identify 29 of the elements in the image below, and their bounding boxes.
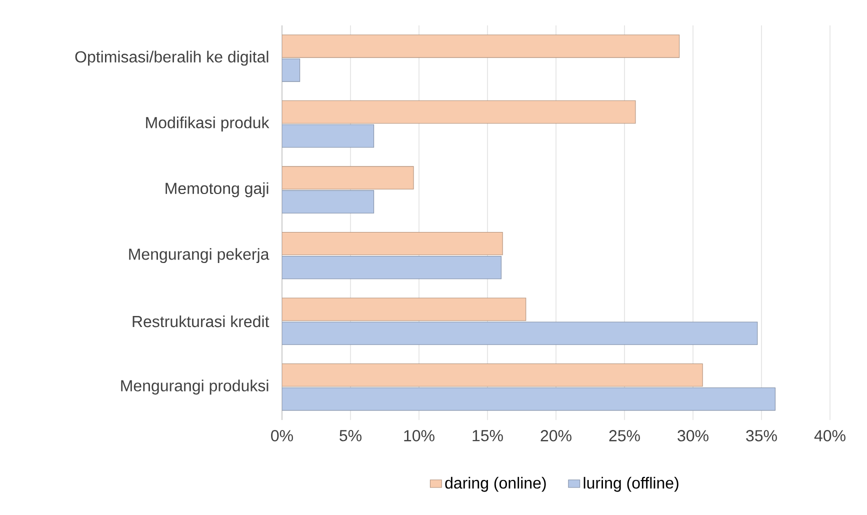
x-tick-label: 25%: [609, 430, 640, 442]
y-tick-label: Modifikasi produk: [146, 116, 270, 132]
bar: [282, 388, 776, 411]
bar: [282, 322, 758, 345]
x-tick-label: 30%: [678, 430, 708, 442]
x-tick-label: 35%: [746, 430, 777, 442]
x-tick-label: 20%: [540, 430, 572, 442]
x-tick-label: 0%: [271, 430, 293, 442]
bar: [282, 232, 503, 256]
y-tick-label: Mengurangi pekerja: [129, 248, 270, 264]
legend-label: daring (online): [445, 476, 546, 492]
bar: [282, 256, 502, 280]
bar: [282, 298, 526, 321]
bar: [282, 364, 703, 387]
bar: [282, 34, 680, 58]
bar: [282, 190, 374, 214]
bar: [282, 100, 636, 124]
bar: [282, 58, 300, 82]
legend-label: luring (offline): [584, 476, 678, 492]
y-tick-label: Memotong gaji: [166, 182, 268, 198]
y-tick-label: Mengurangi produksi: [121, 380, 268, 395]
x-tick-label: 5%: [340, 430, 362, 442]
bar: [282, 166, 414, 190]
x-tick-label: 15%: [472, 430, 503, 442]
y-tick-label: Optimisasi/beralih ke digital: [75, 50, 268, 66]
y-tick-label: Restrukturasi kredit: [132, 315, 270, 328]
x-tick-label: 40%: [814, 430, 846, 442]
x-tick-label: 10%: [404, 430, 434, 442]
bar: [282, 124, 374, 148]
